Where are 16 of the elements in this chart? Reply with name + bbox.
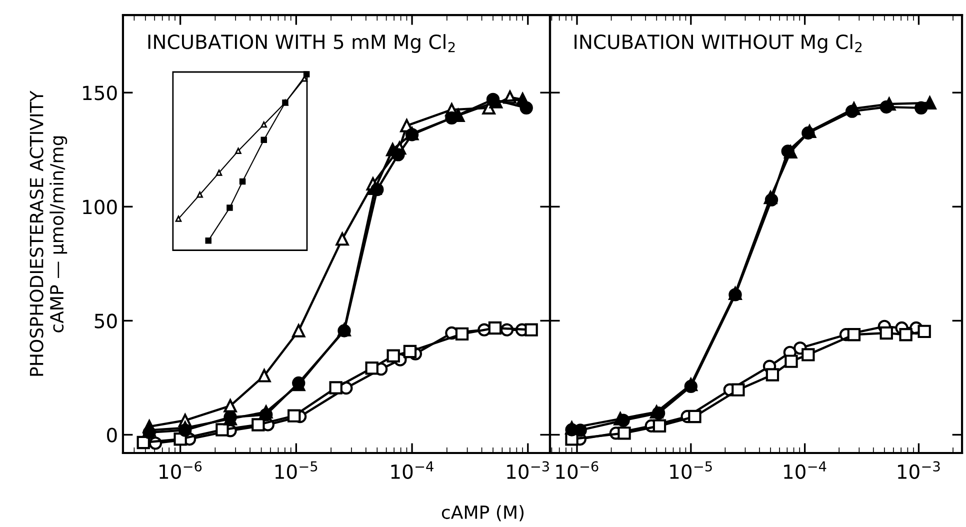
x-tick-label: 10$^{−5}$ (670, 461, 712, 480)
x-tick-label: 10$^{−3}$ (898, 461, 940, 480)
y-tick-label: 50 (94, 314, 117, 328)
x-tick-label: 10$^{−3}$ (507, 461, 549, 480)
text: INCUBATION WITHOUT Mg Cl$_{2}$ (574, 34, 862, 53)
x-tick-label: 10$^{−6}$ (556, 461, 598, 480)
y-tick-label: 100 (83, 200, 117, 214)
x-tick-label: 10$^{−6}$ (160, 461, 202, 480)
text: INCUBATION WITH 5 mM Mg Cl$_{2}$ (148, 34, 455, 53)
y-tick-label: 150 (83, 86, 117, 100)
x-axis-title: cAMP (M) (442, 505, 524, 522)
y-axis-title: PHOSPHODIESTERASE ACTIVITY cAMP — μmol/min/mg (30, 90, 68, 376)
x-tick-label: 10$^{−4}$ (391, 461, 434, 480)
x-tick-label: 10$^{−5}$ (275, 461, 318, 480)
y-tick-label: 0 (107, 428, 117, 442)
x-tick-label: 10$^{−4}$ (784, 461, 826, 480)
